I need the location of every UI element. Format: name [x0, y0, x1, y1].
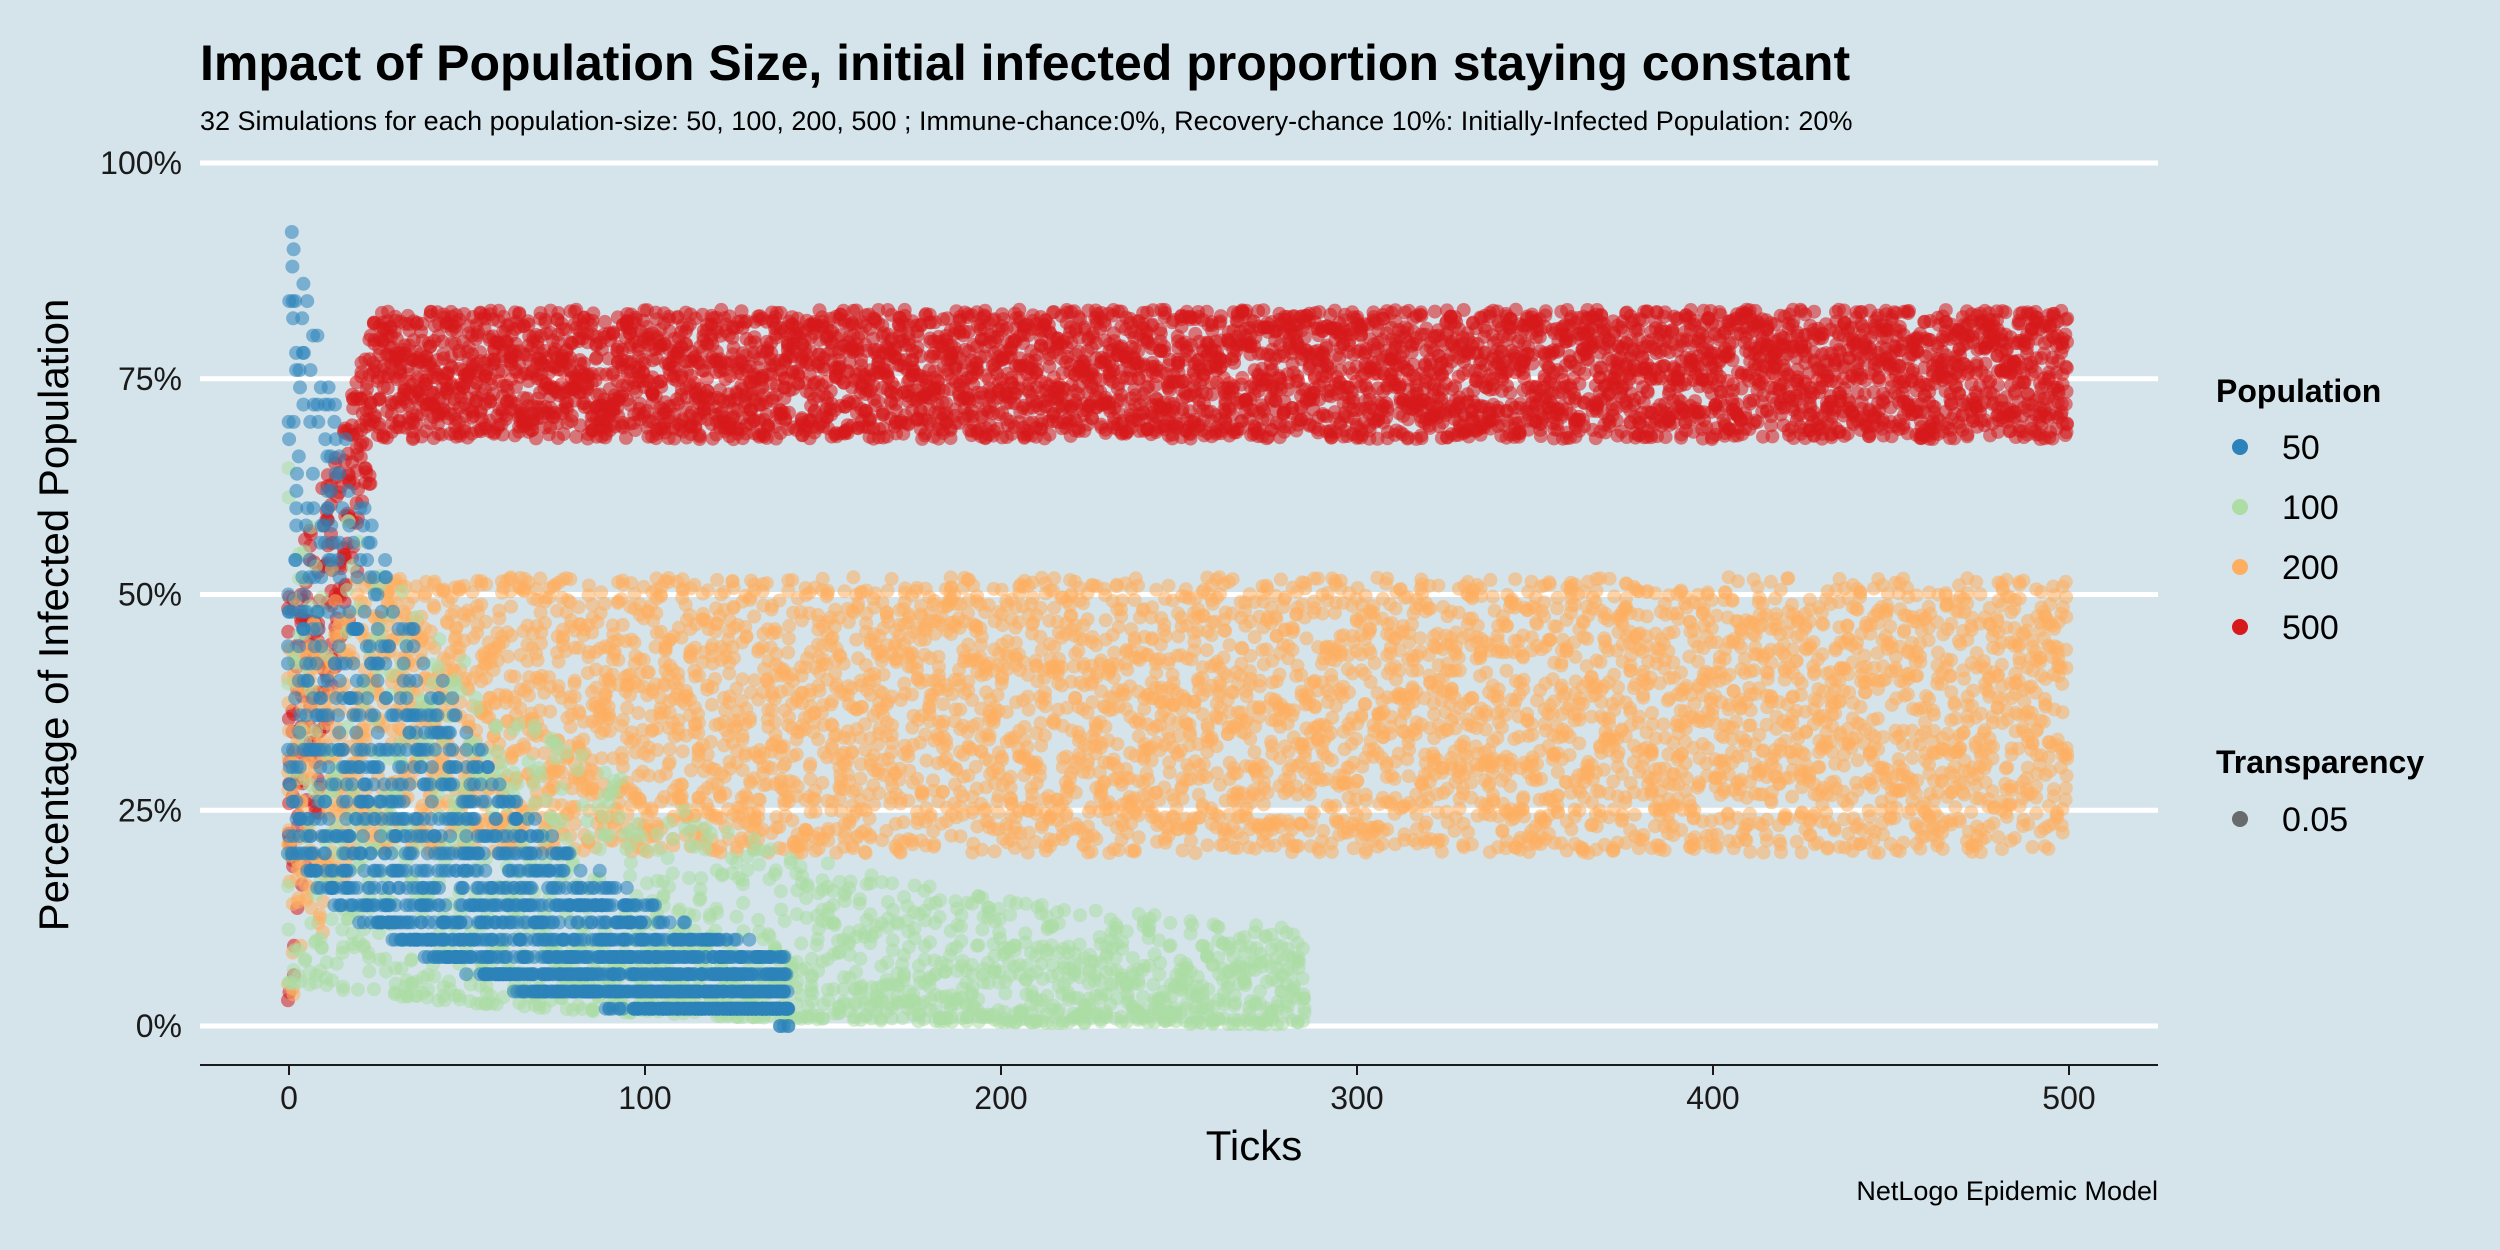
point-500 [469, 332, 483, 346]
point-500 [371, 392, 386, 407]
point-500 [619, 430, 633, 445]
point-500 [1837, 303, 1851, 318]
point-500 [495, 427, 510, 442]
point-500 [1148, 378, 1163, 393]
point-500 [1990, 377, 2005, 392]
chart-subtitle: 32 Simulations for each population-size:… [200, 106, 1852, 136]
point-500 [1640, 385, 1655, 400]
point-500 [1028, 353, 1043, 368]
point-500 [1765, 429, 1780, 444]
point-500 [628, 423, 643, 438]
point-500 [1042, 427, 1057, 442]
point-500 [1533, 429, 1548, 443]
point-500 [823, 384, 838, 399]
point-500 [1256, 303, 1271, 318]
point-500 [1872, 370, 1887, 385]
point-500 [521, 317, 536, 332]
point-500 [782, 405, 796, 420]
point-500 [1157, 339, 1172, 354]
point-500 [1998, 305, 2013, 320]
chart-title: Impact of Population Size, initial infec… [200, 35, 1850, 91]
point-500 [586, 306, 601, 321]
point-500 [1413, 307, 1428, 322]
point-500 [1901, 306, 1916, 321]
point-500 [1577, 366, 1592, 381]
point-500 [597, 314, 612, 329]
point-500 [1525, 356, 1540, 371]
point-500 [1658, 430, 1673, 445]
point-500 [1725, 353, 1740, 368]
point-500 [584, 318, 599, 333]
point-500 [1380, 400, 1395, 415]
point-500 [281, 624, 296, 639]
point-500 [1538, 308, 1553, 323]
point-500 [556, 427, 571, 441]
point-500 [1427, 304, 1442, 319]
point-500 [1503, 385, 1518, 400]
point-500 [353, 450, 368, 465]
point-500 [1807, 304, 1822, 319]
point-500 [359, 437, 373, 452]
point-500 [529, 431, 543, 446]
point-500 [1978, 356, 1993, 371]
point-500 [380, 381, 395, 395]
point-500 [606, 325, 621, 340]
point-500 [1456, 303, 1471, 317]
point-500 [1213, 309, 1228, 324]
point-500 [414, 324, 428, 339]
point-500 [1041, 317, 1056, 332]
point-500 [569, 429, 584, 444]
point-500 [564, 408, 579, 423]
point-500 [1938, 303, 1953, 318]
point-500 [747, 335, 762, 350]
point-500 [692, 427, 707, 442]
data-points [280, 225, 2075, 1033]
point-500 [362, 468, 377, 483]
point-500 [577, 356, 591, 371]
point-500 [943, 431, 958, 446]
